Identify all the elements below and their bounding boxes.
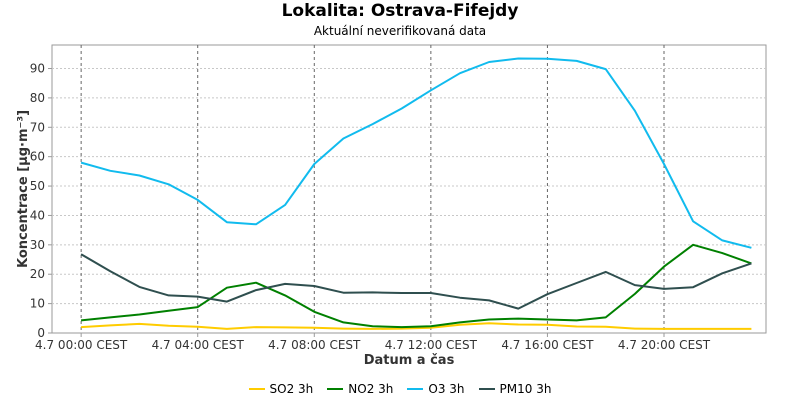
x-tick-label: 4.7 04:00 CEST [152,338,245,352]
legend: SO2 3h NO2 3h O3 3h PM10 3h [0,382,800,396]
grid-lines [52,45,766,333]
series-line-o3 [80,57,752,249]
legend-swatch [248,388,265,390]
legend-item-o3: O3 3h [407,382,465,396]
series-lines [80,57,752,330]
series-line-so2 [81,322,752,330]
x-tick-label: 4.7 00:00 CEST [35,338,128,352]
y-tick-label: 50 [30,179,45,193]
legend-item-pm10: PM10 3h [478,382,552,396]
legend-swatch [478,388,495,390]
y-tick-label: 10 [30,297,45,311]
legend-swatch [327,388,344,390]
y-tick-label: 0 [37,326,45,340]
legend-label: NO2 3h [348,382,394,396]
y-tick-label: 90 [30,62,45,76]
y-axis-ticks: 0 10 20 30 40 50 60 70 80 90 [30,62,52,340]
x-tick-label: 4.7 20:00 CEST [618,338,711,352]
chart-subtitle: Aktuální neverifikovaná data [313,24,487,38]
legend-label: PM10 3h [499,382,552,396]
plot-area [51,44,767,334]
y-tick-label: 70 [30,120,45,134]
legend-item-so2: SO2 3h [248,382,314,396]
chart-title: Lokalita: Ostrava-Fifejdy [281,1,519,21]
y-tick-label: 60 [30,150,45,164]
series-line-pm10 [80,253,752,310]
x-tick-label: 4.7 08:00 CEST [268,338,361,352]
x-axis-label: Datum a čas [364,353,455,368]
x-tick-label: 4.7 12:00 CEST [385,338,478,352]
legend-label: O3 3h [428,382,465,396]
x-tick-label: 4.7 16:00 CEST [501,338,594,352]
y-tick-label: 20 [30,267,45,281]
y-tick-label: 40 [30,208,45,222]
legend-item-no2: NO2 3h [327,382,393,396]
series-line-no2 [80,243,752,329]
x-axis-ticks: 4.7 00:00 CEST 4.7 04:00 CEST 4.7 08:00 CE… [35,333,711,352]
y-tick-label: 80 [30,91,45,105]
y-axis-label: Koncentrace [µg·m⁻³] [16,110,31,268]
y-tick-label: 30 [30,238,45,252]
legend-label: SO2 3h [269,382,314,396]
legend-swatch [407,388,424,390]
